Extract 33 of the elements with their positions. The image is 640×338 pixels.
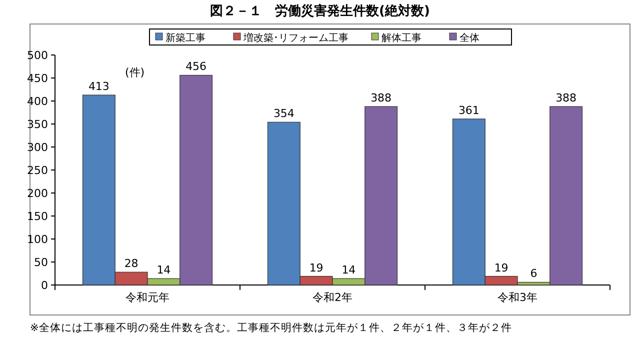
x-tick-label: 令和3年 — [498, 291, 538, 304]
data-label: 6 — [530, 267, 538, 280]
chart-title: 図２－１ 労働災害発生件数(絶対数) — [210, 3, 430, 19]
y-tick-label: 150 — [27, 210, 48, 223]
y-tick-label: 100 — [27, 233, 48, 246]
data-label: 14 — [342, 264, 356, 277]
data-label: 361 — [458, 104, 480, 117]
legend-label: 解体工事 — [382, 32, 422, 44]
data-label: 388 — [556, 92, 577, 105]
data-label: 413 — [88, 80, 110, 94]
y-tick-label: 50 — [34, 256, 48, 269]
y-tick-label: 350 — [27, 118, 48, 131]
x-tick-label: 令和2年 — [312, 291, 352, 304]
x-tick-label: 令和元年 — [126, 291, 170, 304]
text: ※全体には工事種不明の発生件数を含む。工事種不明件数は元年が１件、２年が１件、３年が２件 — [30, 321, 512, 334]
data-label: 354 — [273, 107, 294, 120]
y-tick-label: 400 — [27, 95, 48, 108]
y-tick-label: 500 — [27, 49, 48, 62]
legend-label: 全体 — [460, 32, 480, 44]
y-tick-label: 300 — [27, 141, 48, 154]
legend-label: 新築工事 — [166, 32, 206, 44]
data-label: 19 — [309, 261, 324, 274]
data-label: 388 — [370, 92, 392, 105]
data-label: 28 — [124, 257, 138, 270]
legend-label: 増改築･リフォーム工事 — [242, 32, 348, 44]
y-tick-label: 450 — [27, 72, 48, 85]
data-label: 14 — [156, 264, 171, 277]
y-tick-label: 250 — [27, 164, 48, 177]
annotation: (件) — [125, 66, 145, 79]
y-tick-label: 200 — [27, 187, 48, 200]
data-label: 19 — [494, 261, 508, 274]
data-label: 456 — [186, 60, 207, 74]
y-tick-label: 0 — [41, 279, 48, 292]
